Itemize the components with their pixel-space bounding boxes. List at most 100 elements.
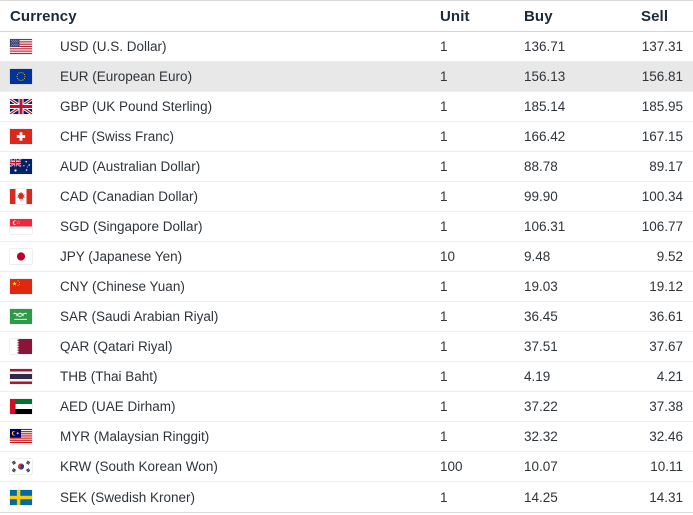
- unit-value: 1: [440, 309, 448, 324]
- column-header-buy: Buy: [524, 7, 553, 25]
- currency-row-eur[interactable]: EUR (European Euro) 1 156.13 156.81: [0, 62, 693, 92]
- buy-rate-value: 37.51: [524, 339, 558, 354]
- currency-row-sgd[interactable]: SGD (Singapore Dollar) 1 106.31 106.77: [0, 212, 693, 242]
- unit-value: 1: [440, 99, 448, 114]
- buy-rate-value: 14.25: [524, 489, 558, 505]
- sell-rate-value: 9.52: [656, 249, 683, 264]
- unit-value: 1: [440, 279, 448, 294]
- buy-rate-value: 37.22: [524, 399, 558, 414]
- unit-value: 1: [440, 219, 448, 234]
- saudi-arabia-flag-icon: [10, 309, 32, 324]
- sell-rate-value: 185.95: [641, 99, 683, 114]
- malaysia-flag-icon: [10, 429, 32, 444]
- currency-row-qar[interactable]: QAR (Qatari Riyal) 1 37.51 37.67: [0, 332, 693, 362]
- sell-rate-value: 106.77: [641, 219, 683, 234]
- buy-rate-value: 4.19: [524, 369, 551, 384]
- buy-rate-value: 106.31: [524, 219, 566, 234]
- buy-rate-value: 185.14: [524, 99, 566, 114]
- currency-label: SEK (Swedish Kroner): [60, 489, 196, 505]
- buy-rate-value: 166.42: [524, 129, 566, 144]
- sell-rate-value: 167.15: [641, 129, 683, 144]
- thailand-flag-icon: [10, 369, 32, 384]
- currency-label: GBP (UK Pound Sterling): [60, 99, 213, 114]
- currency-label: CHF (Swiss Franc): [60, 129, 174, 144]
- sell-rate-value: 19.12: [649, 279, 683, 294]
- buy-rate-value: 156.13: [524, 69, 566, 84]
- currency-row-jpy[interactable]: JPY (Japanese Yen) 10 9.48 9.52: [0, 242, 693, 272]
- buy-rate-value: 136.71: [524, 39, 566, 54]
- currency-row-krw[interactable]: KRW (South Korean Won) 100 10.07 10.11: [0, 452, 693, 482]
- unit-value: 1: [440, 189, 448, 204]
- sell-rate-value: 100.34: [641, 189, 683, 204]
- column-header-unit: Unit: [440, 7, 470, 25]
- currency-row-cny[interactable]: CNY (Chinese Yuan) 1 19.03 19.12: [0, 272, 693, 302]
- currency-row-chf[interactable]: CHF (Swiss Franc) 1 166.42 167.15: [0, 122, 693, 152]
- currency-row-aed[interactable]: AED (UAE Dirham) 1 37.22 37.38: [0, 392, 693, 422]
- unit-value: 1: [440, 39, 448, 54]
- currency-label: KRW (South Korean Won): [60, 459, 218, 474]
- buy-rate-value: 10.07: [524, 459, 558, 474]
- eu-flag-icon: [10, 69, 32, 84]
- south-korea-flag-icon: [10, 459, 32, 474]
- japan-flag-icon: [10, 249, 32, 264]
- uk-flag-icon: [10, 99, 32, 114]
- currency-label: USD (U.S. Dollar): [60, 39, 167, 54]
- australia-flag-icon: [10, 159, 32, 174]
- sell-rate-value: 10.11: [650, 459, 683, 474]
- qatar-flag-icon: [10, 339, 32, 354]
- currency-row-cad[interactable]: CAD (Canadian Dollar) 1 99.90 100.34: [0, 182, 693, 212]
- buy-rate-value: 19.03: [524, 279, 558, 294]
- buy-rate-value: 9.48: [524, 249, 551, 264]
- unit-value: 1: [440, 369, 448, 384]
- sell-rate-value: 14.31: [649, 489, 683, 505]
- unit-value: 1: [440, 399, 448, 414]
- currency-label: SAR (Saudi Arabian Riyal): [60, 309, 219, 324]
- china-flag-icon: [10, 279, 32, 294]
- us-flag-icon: [10, 39, 32, 54]
- sell-rate-value: 89.17: [649, 159, 683, 174]
- currency-row-gbp[interactable]: GBP (UK Pound Sterling) 1 185.14 185.95: [0, 92, 693, 122]
- sell-rate-value: 137.31: [641, 39, 683, 54]
- currency-row-aud[interactable]: AUD (Australian Dollar) 1 88.78 89.17: [0, 152, 693, 182]
- unit-value: 1: [440, 489, 448, 505]
- singapore-flag-icon: [10, 219, 32, 234]
- currency-label: CAD (Canadian Dollar): [60, 189, 199, 204]
- canada-flag-icon: [10, 189, 32, 204]
- sell-rate-value: 32.46: [649, 429, 683, 444]
- sell-rate-value: 4.21: [656, 369, 683, 384]
- sell-rate-value: 36.61: [649, 309, 683, 324]
- currency-row-sek[interactable]: SEK (Swedish Kroner) 1 14.25 14.31: [0, 482, 693, 512]
- buy-rate-value: 36.45: [524, 309, 558, 324]
- currency-table-body: USD (U.S. Dollar) 1 136.71 137.31 EUR (E…: [0, 32, 693, 512]
- sweden-flag-icon: [10, 489, 32, 505]
- switzerland-flag-icon: [10, 129, 32, 144]
- sell-rate-value: 37.38: [649, 399, 683, 414]
- currency-label: AUD (Australian Dollar): [60, 159, 201, 174]
- unit-value: 1: [440, 129, 448, 144]
- unit-value: 1: [440, 69, 448, 84]
- column-header-sell: Sell: [641, 7, 669, 25]
- currency-label: MYR (Malaysian Ringgit): [60, 429, 210, 444]
- unit-value: 10: [440, 249, 456, 264]
- currency-label: EUR (European Euro): [60, 69, 193, 84]
- sell-rate-value: 156.81: [641, 69, 683, 84]
- sell-rate-value: 37.67: [649, 339, 683, 354]
- currency-label: SGD (Singapore Dollar): [60, 219, 203, 234]
- table-header-row: Currency Unit Buy Sell: [0, 1, 693, 32]
- unit-value: 1: [440, 159, 448, 174]
- buy-rate-value: 99.90: [524, 189, 558, 204]
- currency-row-sar[interactable]: SAR (Saudi Arabian Riyal) 1 36.45 36.61: [0, 302, 693, 332]
- unit-value: 1: [440, 429, 448, 444]
- currency-row-usd[interactable]: USD (U.S. Dollar) 1 136.71 137.31: [0, 32, 693, 62]
- unit-value: 100: [440, 459, 463, 474]
- uae-flag-icon: [10, 399, 32, 414]
- buy-rate-value: 32.32: [524, 429, 558, 444]
- currency-row-thb[interactable]: THB (Thai Baht) 1 4.19 4.21: [0, 362, 693, 392]
- currency-label: CNY (Chinese Yuan): [60, 279, 185, 294]
- unit-value: 1: [440, 339, 448, 354]
- currency-label: THB (Thai Baht): [60, 369, 158, 384]
- currency-row-myr[interactable]: MYR (Malaysian Ringgit) 1 32.32 32.46: [0, 422, 693, 452]
- buy-rate-value: 88.78: [524, 159, 558, 174]
- currency-label: AED (UAE Dirham): [60, 399, 176, 414]
